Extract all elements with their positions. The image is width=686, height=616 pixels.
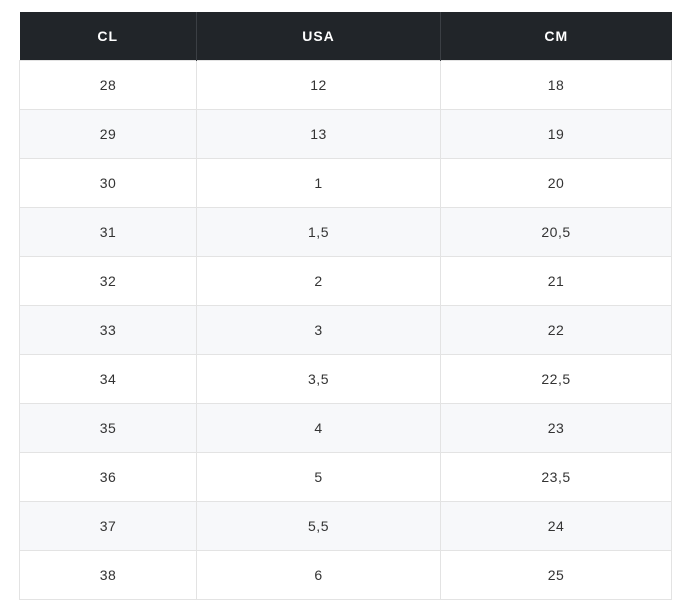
table-row: 32 2 21 — [19, 256, 672, 306]
header-row: CL USA CM — [19, 12, 672, 61]
cell-usa: 12 — [196, 60, 441, 110]
table-row: 33 3 22 — [19, 305, 672, 355]
cell-cm: 18 — [440, 60, 672, 110]
table-row: 38 6 25 — [19, 550, 672, 600]
cell-cm: 19 — [440, 109, 672, 159]
table-body: 28 12 18 29 13 19 30 1 20 31 1,5 20,5 32 — [19, 60, 672, 600]
cell-usa: 6 — [196, 550, 441, 600]
cell-cl: 31 — [19, 207, 197, 257]
cell-cl: 34 — [19, 354, 197, 404]
table-row: 36 5 23,5 — [19, 452, 672, 502]
cell-cm: 20 — [440, 158, 672, 208]
table-row: 30 1 20 — [19, 158, 672, 208]
cell-usa: 1 — [196, 158, 441, 208]
table-row: 37 5,5 24 — [19, 501, 672, 551]
table-row: 34 3,5 22,5 — [19, 354, 672, 404]
cell-cl: 33 — [19, 305, 197, 355]
cell-usa: 4 — [196, 403, 441, 453]
cell-cm: 22 — [440, 305, 672, 355]
cell-usa: 3 — [196, 305, 441, 355]
cell-cl: 29 — [19, 109, 197, 159]
column-header-usa: USA — [196, 12, 441, 61]
cell-usa: 5 — [196, 452, 441, 502]
cell-cm: 24 — [440, 501, 672, 551]
table-row: 31 1,5 20,5 — [19, 207, 672, 257]
cell-cl: 37 — [19, 501, 197, 551]
cell-usa: 13 — [196, 109, 441, 159]
cell-cl: 32 — [19, 256, 197, 306]
column-header-cm: CM — [440, 12, 672, 61]
cell-cl: 38 — [19, 550, 197, 600]
cell-cm: 20,5 — [440, 207, 672, 257]
column-header-cl: CL — [19, 12, 197, 61]
cell-cm: 21 — [440, 256, 672, 306]
cell-cm: 23,5 — [440, 452, 672, 502]
cell-cm: 22,5 — [440, 354, 672, 404]
table-row: 35 4 23 — [19, 403, 672, 453]
table-row: 29 13 19 — [19, 109, 672, 159]
size-table: CL USA CM 28 12 18 29 13 19 30 1 20 31 — [19, 12, 672, 600]
size-chart: CL USA CM 28 12 18 29 13 19 30 1 20 31 — [19, 12, 672, 600]
cell-usa: 3,5 — [196, 354, 441, 404]
cell-cm: 25 — [440, 550, 672, 600]
cell-cl: 36 — [19, 452, 197, 502]
cell-usa: 1,5 — [196, 207, 441, 257]
table-header: CL USA CM — [19, 12, 672, 61]
table-row: 28 12 18 — [19, 60, 672, 110]
cell-cl: 30 — [19, 158, 197, 208]
cell-usa: 2 — [196, 256, 441, 306]
cell-usa: 5,5 — [196, 501, 441, 551]
cell-cl: 35 — [19, 403, 197, 453]
cell-cm: 23 — [440, 403, 672, 453]
cell-cl: 28 — [19, 60, 197, 110]
